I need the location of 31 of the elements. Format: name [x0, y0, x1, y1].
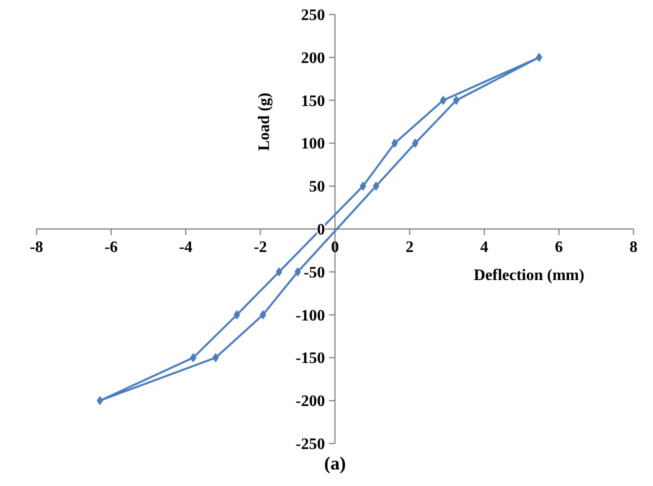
x-tick-label: -6 — [104, 239, 118, 256]
x-tick-label: 6 — [554, 239, 563, 256]
y-tick-label: 50 — [309, 178, 325, 196]
x-tick-label: -2 — [254, 239, 268, 256]
y-tick-label: -100 — [296, 307, 325, 324]
y-tick-label: -150 — [296, 350, 325, 368]
y-axis-title: Load (g) — [256, 92, 273, 151]
y-tick-label: 100 — [301, 136, 325, 153]
x-tick-label: -8 — [30, 239, 44, 256]
x-tick-label: -4 — [179, 239, 192, 256]
x-tick-label: 4 — [480, 239, 488, 256]
text: (a) — [324, 454, 346, 474]
y-tick-label: 250 — [301, 7, 325, 24]
point — [360, 182, 366, 191]
y-tick-label: -250 — [296, 436, 325, 453]
point — [234, 310, 240, 320]
point — [212, 353, 219, 362]
x-tick-label: 8 — [630, 239, 638, 256]
point — [536, 52, 542, 62]
y-tick-label: 0 — [317, 222, 325, 238]
point — [96, 396, 104, 406]
x-axis-title: Deflection (mm) — [474, 267, 584, 284]
point — [260, 310, 266, 320]
y-tick-label: -50 — [304, 264, 325, 282]
y-tick-label: 150 — [301, 92, 325, 110]
point — [276, 267, 282, 276]
x-tick-label: 0 — [331, 239, 339, 256]
y-tick-label: -200 — [296, 393, 325, 410]
x-tick-label: 2 — [406, 239, 414, 256]
point — [372, 182, 380, 191]
y-tick-label: 200 — [301, 50, 325, 67]
